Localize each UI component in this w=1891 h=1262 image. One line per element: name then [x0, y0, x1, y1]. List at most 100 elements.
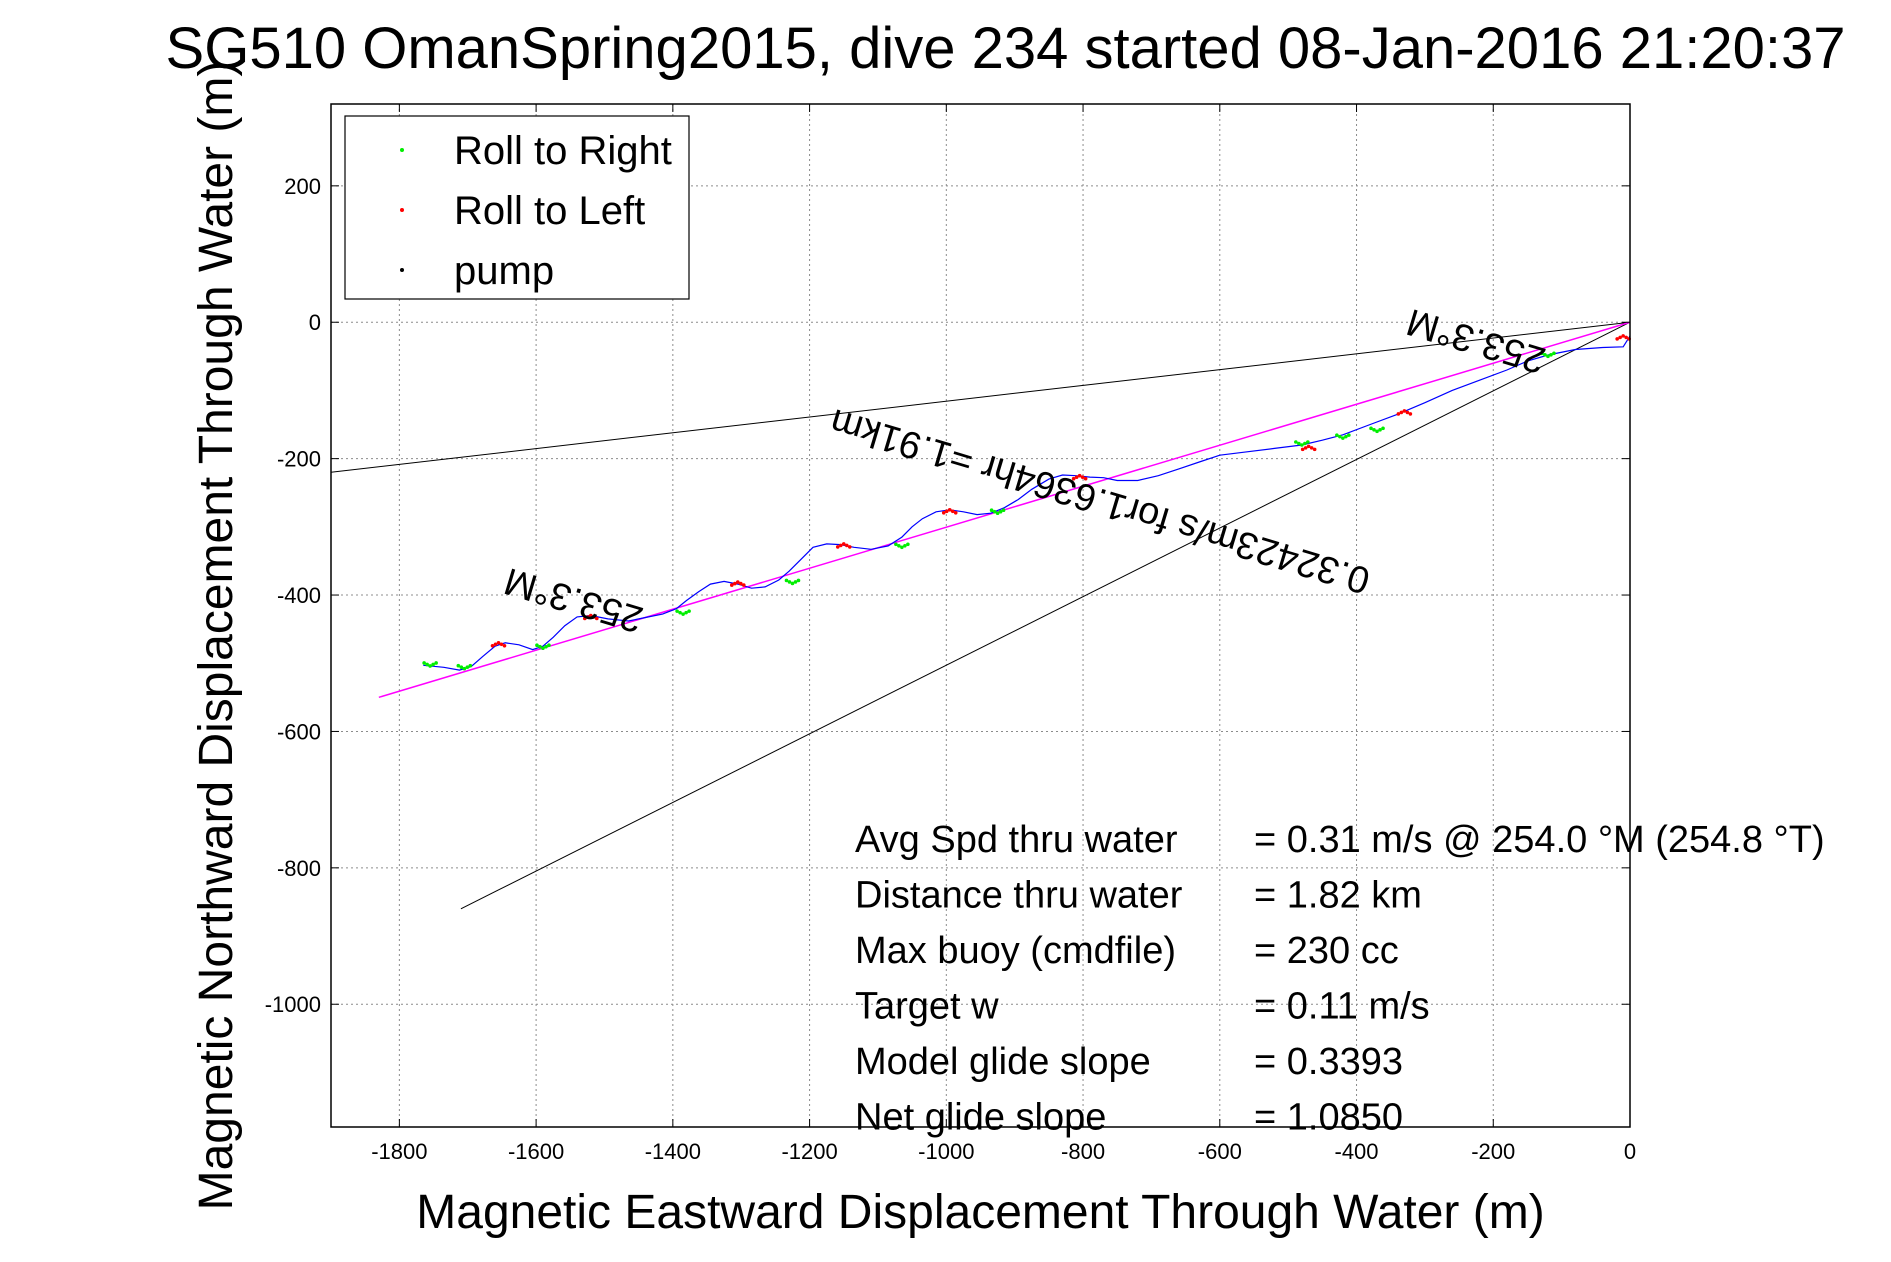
roll-left-point: [592, 615, 596, 619]
stat-value: = 0.31 m/s @ 254.0 °M (254.8 °T): [1254, 819, 1825, 861]
roll-right-point: [1341, 436, 1345, 440]
roll-left-point: [1624, 335, 1628, 340]
y-tick-label: -1000: [265, 992, 321, 1017]
roll-left-point: [741, 583, 746, 587]
roll-left-point: [589, 613, 593, 618]
x-axis-label: Magnetic Eastward Displacement Through W…: [416, 1186, 1544, 1239]
roll-left-point: [835, 545, 840, 549]
roll-left-point: [1074, 475, 1079, 479]
roll-left-point: [1396, 412, 1401, 416]
roll-right-point: [1344, 434, 1348, 439]
roll-left-point: [1621, 334, 1625, 338]
roll-left-point: [583, 616, 587, 621]
roll-left-point: [499, 642, 504, 647]
roll-right-point: [1294, 440, 1298, 444]
stat-label: Distance thru water: [855, 875, 1183, 917]
stat-label: Net glide slope: [855, 1097, 1106, 1139]
roll-right-point: [684, 610, 688, 615]
roll-right-point: [1543, 353, 1547, 357]
legend-marker: [400, 268, 404, 272]
roll-left-point: [1077, 473, 1082, 478]
roll-right-point: [468, 663, 473, 668]
stat-label: Model glide slope: [855, 1041, 1151, 1083]
roll-left-point: [1618, 335, 1622, 340]
roll-right-point: [434, 661, 438, 665]
roll-right-point: [1549, 353, 1553, 357]
roll-right-point: [535, 643, 539, 648]
roll-left-point: [490, 643, 495, 648]
roll-right-point: [425, 662, 429, 667]
roll-right-point: [422, 661, 426, 665]
roll-left-point: [586, 615, 590, 619]
x-tick-label: -200: [1471, 1139, 1515, 1164]
stat-label: Max buoy (cmdfile): [855, 930, 1176, 972]
roll-right-point: [1300, 443, 1304, 447]
y-tick-label: -600: [277, 719, 321, 744]
roll-right-point: [459, 665, 464, 669]
axes-frame: [330, 103, 1631, 1128]
roll-right-point: [681, 612, 685, 616]
roll-right-point: [1347, 433, 1351, 437]
roll-right-point: [900, 545, 904, 550]
stat-value: = 1.0850: [1254, 1097, 1403, 1139]
stat-value: = 0.11 m/s: [1254, 986, 1430, 1028]
plot-points: [422, 334, 1631, 671]
roll-right-point: [1303, 441, 1307, 446]
chart-title: SG510 OmanSpring2015, dive 234 started 0…: [166, 16, 1846, 81]
roll-right-point: [995, 511, 1000, 515]
y-tick-label: 200: [284, 174, 321, 199]
roll-right-point: [894, 542, 898, 547]
roll-left-point: [502, 643, 507, 648]
roll-left-point: [941, 510, 946, 515]
x-tick-label: -1400: [645, 1139, 701, 1164]
heading-envelope-line: [330, 321, 1631, 473]
roll-left-point: [496, 640, 501, 645]
roll-left-point: [950, 509, 955, 514]
roll-left-point: [1312, 447, 1317, 452]
x-tick-label: 0: [1624, 1139, 1636, 1164]
y-axis-label: Magnetic Northward Displacement Through …: [190, 61, 243, 1211]
roll-right-point: [1381, 426, 1385, 431]
roll-left-point: [1399, 410, 1404, 415]
heading-envelope-line: [460, 321, 1631, 910]
roll-right-point: [431, 662, 435, 667]
roll-left-point: [595, 616, 599, 621]
x-tick-label: -1800: [371, 1139, 427, 1164]
x-tick-label: -600: [1198, 1139, 1242, 1164]
legend-label: pump: [454, 249, 554, 293]
roll-right-point: [428, 664, 432, 668]
roll-right-point: [1297, 441, 1301, 446]
stat-value: = 230 cc: [1254, 930, 1399, 972]
legend-label: Roll to Left: [454, 189, 645, 233]
x-tick-label: -1600: [508, 1139, 564, 1164]
roll-left-point: [844, 543, 849, 548]
roll-right-point: [1372, 428, 1376, 432]
roll-right-point: [538, 644, 542, 649]
roll-left-point: [1402, 409, 1407, 413]
y-tick-label: -200: [277, 447, 321, 472]
roll-right-point: [1540, 351, 1544, 356]
roll-right-point: [687, 609, 691, 613]
roll-left-point: [947, 507, 952, 512]
roll-right-point: [1338, 434, 1342, 439]
roll-left-point: [1071, 476, 1076, 481]
roll-left-point: [1408, 412, 1413, 416]
stat-label: Target w: [855, 986, 999, 1028]
roll-right-point: [793, 580, 798, 584]
stat-value: = 1.82 km: [1254, 875, 1422, 917]
ticks: -1800 -1600 -1400 -1200 -1000 -800 -600 -400 -20…: [265, 104, 1636, 1164]
roll-right-point: [465, 665, 470, 669]
roll-left-point: [1303, 446, 1308, 450]
roll-right-point: [998, 509, 1003, 514]
roll-right-point: [544, 644, 548, 649]
roll-left-point: [953, 510, 958, 515]
roll-left-point: [944, 509, 949, 514]
roll-right-point: [1306, 440, 1310, 444]
roll-right-point: [1378, 428, 1382, 432]
legend-label: Roll to Right: [454, 129, 672, 173]
legend: Roll to Right Roll to Left pump: [344, 115, 690, 300]
roll-right-point: [462, 666, 467, 671]
roll-right-point: [992, 509, 997, 514]
roll-left-point: [1309, 446, 1314, 450]
